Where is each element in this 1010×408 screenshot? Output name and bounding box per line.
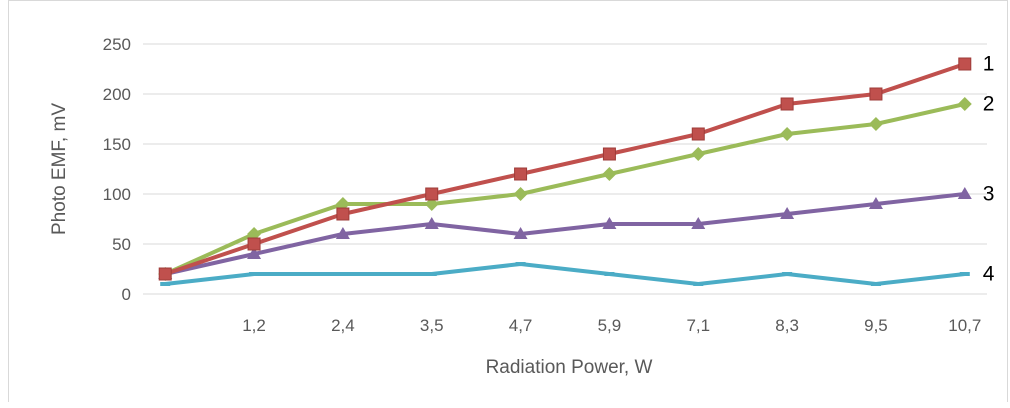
data-point bbox=[868, 117, 883, 131]
line-chart: 0 50 100 150 200 250 1,2 2,4 3,5 4,7 5,9 7,1 8,3 9,5… bbox=[49, 35, 995, 378]
x-tick-label: 9,5 bbox=[864, 316, 888, 335]
data-point bbox=[691, 127, 705, 141]
data-point bbox=[780, 127, 795, 141]
x-axis-title: Radiation Power, W bbox=[486, 357, 653, 378]
data-point bbox=[247, 237, 261, 251]
y-tick-label: 150 bbox=[103, 135, 131, 154]
x-tick-label: 3,5 bbox=[420, 316, 444, 335]
y-axis-title: Photo EMF, mV bbox=[49, 103, 70, 235]
series-line bbox=[164, 102, 966, 276]
series-1 bbox=[158, 57, 972, 281]
series-label: 3 bbox=[983, 183, 995, 206]
y-tick-label: 100 bbox=[103, 185, 131, 204]
x-tick-label: 7,1 bbox=[686, 316, 710, 335]
data-point bbox=[604, 272, 615, 276]
data-point bbox=[780, 207, 795, 219]
series-label: 4 bbox=[983, 263, 995, 286]
y-axis-ticks: 0 50 100 150 200 250 bbox=[103, 35, 131, 304]
series-4 bbox=[160, 262, 970, 286]
y-tick-label: 50 bbox=[112, 235, 131, 254]
data-point bbox=[782, 272, 793, 276]
series-line bbox=[164, 62, 966, 276]
data-point bbox=[425, 187, 439, 201]
data-point bbox=[424, 217, 439, 229]
data-point bbox=[870, 282, 881, 286]
data-point bbox=[959, 272, 970, 276]
data-point bbox=[602, 147, 616, 161]
data-point bbox=[957, 97, 972, 111]
x-axis-ticks: 1,2 2,4 3,5 4,7 5,9 7,1 8,3 9,5 10,7 bbox=[242, 316, 981, 335]
data-point bbox=[515, 262, 526, 266]
data-point bbox=[868, 197, 883, 209]
series-labels: 4 3 2 1 bbox=[983, 53, 995, 286]
series-label: 1 bbox=[983, 53, 995, 76]
data-point bbox=[602, 217, 617, 229]
data-point bbox=[693, 282, 704, 286]
data-point bbox=[514, 167, 528, 181]
data-point bbox=[335, 227, 350, 239]
data-point bbox=[247, 247, 262, 259]
data-point bbox=[158, 267, 172, 281]
series-label: 2 bbox=[983, 93, 995, 116]
data-point bbox=[691, 147, 706, 161]
series-line bbox=[164, 192, 966, 276]
data-point bbox=[958, 57, 972, 71]
data-point bbox=[691, 217, 706, 229]
data-point bbox=[426, 272, 437, 276]
x-tick-label: 10,7 bbox=[948, 316, 981, 335]
data-point bbox=[957, 187, 972, 199]
data-point bbox=[602, 167, 617, 181]
x-tick-label: 1,2 bbox=[242, 316, 266, 335]
data-point bbox=[249, 272, 260, 276]
gridlines bbox=[143, 43, 987, 295]
y-tick-label: 0 bbox=[122, 285, 131, 304]
x-tick-label: 8,3 bbox=[775, 316, 799, 335]
data-point bbox=[513, 187, 528, 201]
data-point bbox=[780, 97, 794, 111]
series-line bbox=[164, 262, 966, 286]
x-tick-label: 5,9 bbox=[598, 316, 622, 335]
y-tick-label: 200 bbox=[103, 85, 131, 104]
y-tick-label: 250 bbox=[103, 35, 131, 54]
data-point bbox=[336, 207, 350, 221]
data-point bbox=[160, 282, 171, 286]
data-point bbox=[337, 272, 348, 276]
series-2 bbox=[158, 97, 972, 281]
series-group bbox=[158, 57, 972, 286]
chart-area: 0 50 100 150 200 250 1,2 2,4 3,5 4,7 5,9 7,1 8,3 9,5… bbox=[8, 0, 1008, 402]
x-tick-label: 4,7 bbox=[509, 316, 533, 335]
series-3 bbox=[158, 187, 972, 279]
x-tick-label: 2,4 bbox=[331, 316, 355, 335]
data-point bbox=[513, 227, 528, 239]
data-point bbox=[869, 87, 883, 101]
